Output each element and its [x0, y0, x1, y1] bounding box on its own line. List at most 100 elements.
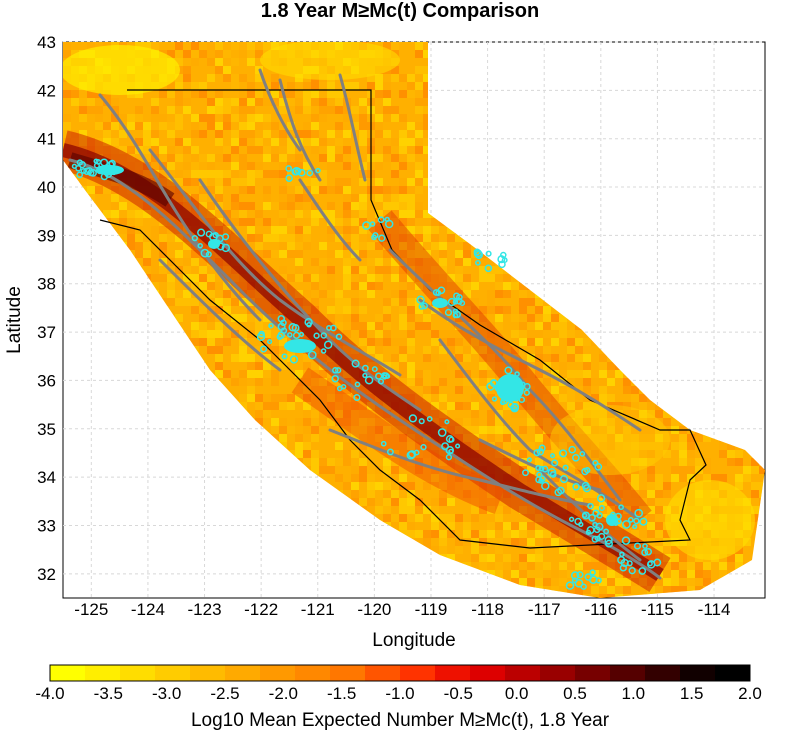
- x-tick-label: -118: [471, 600, 504, 619]
- earthquake-marker: [500, 251, 507, 259]
- earthquake-marker: [621, 536, 631, 545]
- earthquake-marker: [281, 353, 288, 360]
- colorbar-tick-label: -1.5: [327, 684, 356, 703]
- x-tick-label: -122: [244, 600, 278, 619]
- earthquake-marker: [294, 167, 302, 175]
- earthquake-marker: [418, 418, 425, 425]
- fault-trace: [338, 73, 367, 182]
- earthquake-cluster: [432, 298, 448, 308]
- y-tick-label: 39: [37, 226, 56, 245]
- earthquake-marker: [626, 560, 633, 567]
- earthquake-marker: [475, 259, 481, 266]
- earthquake-marker: [320, 332, 328, 339]
- earthquake-marker: [93, 158, 99, 164]
- earthquake-marker: [533, 449, 541, 457]
- colorbar-tick-label: 0.0: [505, 684, 529, 703]
- colorbar-swatch: [680, 665, 716, 681]
- earthquake-marker: [381, 374, 388, 380]
- earthquake-marker: [331, 374, 339, 383]
- earthquake-marker: [586, 526, 595, 535]
- earthquake-marker: [605, 539, 613, 548]
- earthquake-marker: [589, 569, 596, 576]
- y-tick-label: 32: [37, 565, 56, 584]
- colorbar-swatch: [190, 665, 226, 681]
- earthquake-marker: [619, 551, 625, 557]
- earthquake-marker: [212, 231, 219, 239]
- earthquake-marker: [384, 216, 390, 223]
- earthquake-marker: [541, 465, 549, 473]
- earthquake-marker: [581, 467, 589, 476]
- earthquake-marker: [335, 367, 342, 374]
- x-tick-label: -124: [131, 600, 165, 619]
- earthquake-marker: [557, 486, 565, 495]
- earthquake-marker: [288, 323, 297, 332]
- y-tick-label: 33: [37, 516, 56, 535]
- earthquake-marker: [364, 375, 374, 385]
- earthquake-marker: [474, 250, 484, 259]
- earthquake-marker: [330, 324, 337, 332]
- earthquake-marker: [197, 228, 206, 237]
- colorbar-swatch: [330, 665, 366, 681]
- colorbar-swatch: [120, 665, 156, 681]
- y-tick-label: 42: [37, 81, 56, 100]
- earthquake-cluster: [496, 374, 524, 402]
- earthquake-marker: [304, 318, 313, 327]
- fault-trace: [418, 298, 642, 432]
- earthquake-marker: [320, 348, 327, 354]
- earthquake-marker: [369, 221, 376, 227]
- colorbar-tick-label: 1.0: [622, 684, 646, 703]
- earthquake-marker: [78, 160, 86, 169]
- earthquake-marker: [592, 521, 598, 528]
- colorbar-swatch: [645, 665, 681, 681]
- earthquake-marker: [377, 378, 385, 385]
- earthquake-markers: [71, 158, 662, 590]
- earthquake-marker: [639, 517, 648, 526]
- earthquake-marker: [641, 549, 649, 556]
- earthquake-marker: [256, 332, 266, 342]
- earthquake-marker: [627, 517, 634, 523]
- x-tick-labels: -125 -124 -123 -122 -121 -120 -119 -118 -117 -116…: [74, 600, 730, 619]
- x-tick-label: -115: [641, 600, 674, 619]
- earthquake-marker: [459, 300, 466, 307]
- earthquake-marker: [222, 233, 230, 241]
- earthquake-marker: [285, 165, 293, 172]
- fault-trace: [328, 428, 592, 507]
- earthquake-marker: [622, 520, 631, 529]
- fault-trace: [148, 148, 402, 377]
- earthquake-marker: [585, 529, 592, 535]
- earthquake-marker: [619, 564, 627, 572]
- x-axis-label: Longitude: [372, 630, 455, 651]
- earthquake-marker: [549, 471, 557, 478]
- earthquake-marker: [456, 293, 463, 301]
- fault-trace: [98, 93, 262, 322]
- earthquake-marker: [447, 297, 457, 307]
- earthquake-marker: [603, 528, 610, 535]
- fault-trace: [278, 78, 322, 182]
- colorbar: [49, 664, 751, 682]
- earthquake-marker: [452, 299, 459, 305]
- colorbar-swatch: [470, 665, 506, 681]
- earthquake-marker: [380, 440, 387, 447]
- earthquake-marker: [522, 469, 529, 477]
- earthquake-marker: [582, 484, 591, 493]
- earthquake-cluster: [208, 239, 220, 249]
- earthquake-marker: [76, 171, 84, 179]
- earthquake-marker: [594, 535, 601, 542]
- y-tick-label: 37: [37, 323, 56, 342]
- earthquake-marker: [280, 327, 288, 334]
- earthquake-marker: [484, 264, 493, 273]
- x-tick-label: -123: [188, 600, 222, 619]
- earthquake-marker: [437, 286, 446, 295]
- colorbar-tick-label: 2.0: [738, 684, 762, 703]
- earthquake-marker: [377, 216, 385, 224]
- colorbar-swatch: [85, 665, 121, 681]
- earthquake-marker: [362, 364, 369, 372]
- earthquake-marker: [323, 340, 333, 350]
- earthquake-marker: [572, 453, 580, 462]
- earthquake-marker: [574, 517, 582, 526]
- colorbar-swatch: [715, 665, 751, 681]
- x-tick-label: -114: [698, 600, 731, 619]
- earthquake-marker: [618, 504, 624, 511]
- earthquake-marker: [485, 250, 492, 257]
- earthquake-marker: [568, 445, 577, 454]
